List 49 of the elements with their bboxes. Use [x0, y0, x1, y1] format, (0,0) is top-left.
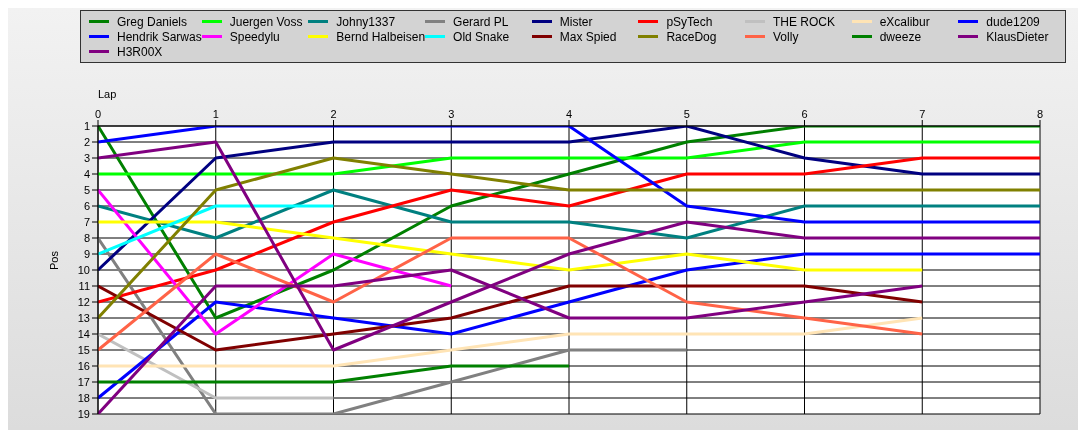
legend-label: dweeze	[879, 29, 922, 44]
legend-label: Volly	[773, 29, 799, 44]
legend-label: Speedylu	[229, 29, 280, 44]
legend-label: Mister	[559, 14, 593, 29]
legend-label: dude1209	[986, 14, 1040, 29]
y-tick-label: 14	[77, 327, 90, 340]
legend-label: Max Spied	[559, 29, 617, 44]
y-tick-label: 7	[83, 215, 90, 228]
y-tick-label: 19	[77, 407, 90, 420]
x-tick-label: 4	[565, 108, 573, 120]
legend-label: Gerard PL	[453, 14, 509, 29]
legend-label: Hendrik Sarwas	[117, 29, 202, 44]
x-axis-title: Lap	[98, 87, 117, 100]
y-tick-label: 18	[77, 391, 90, 404]
y-tick-label: 11	[78, 279, 90, 292]
y-tick-label: 9	[83, 247, 90, 260]
legend-label: Greg Daniels	[117, 14, 188, 29]
y-axis-title: Pos	[47, 250, 60, 270]
y-tick-label: 13	[77, 311, 90, 324]
y-tick-label: 17	[77, 375, 90, 388]
x-tick-label: 7	[919, 108, 926, 120]
y-tick-label: 15	[77, 343, 90, 356]
legend-label: Bernd Halbeisen	[336, 29, 426, 44]
y-tick-label: 10	[77, 263, 90, 276]
legend-label: Juergen Voss	[229, 14, 303, 29]
legend-label: Old Snake	[453, 29, 510, 44]
y-tick-label: 2	[83, 135, 90, 148]
y-tick-label: 5	[83, 183, 90, 196]
legend-label: THE ROCK	[773, 14, 836, 29]
y-tick-label: 6	[83, 199, 90, 212]
y-tick-label: 3	[83, 151, 90, 164]
legend-label: pSyTech	[666, 14, 713, 29]
legend-label: Johny1337	[336, 14, 396, 29]
y-tick-label: 8	[83, 231, 90, 244]
legend-label: KlausDieter	[986, 29, 1049, 44]
y-tick-label: 1	[83, 119, 90, 132]
x-tick-label: 8	[1036, 108, 1044, 120]
y-tick-label: 12	[77, 295, 90, 308]
x-tick-label: 5	[683, 108, 690, 120]
legend-label: eXcalibur	[879, 14, 930, 29]
x-tick-label: 0	[94, 108, 102, 120]
y-tick-label: 16	[77, 359, 90, 372]
x-tick-label: 1	[212, 108, 219, 120]
x-tick-label: 2	[330, 108, 337, 120]
legend-label: RaceDog	[666, 29, 717, 44]
x-tick-label: 6	[801, 108, 808, 120]
legend-label: H3R00X	[117, 44, 163, 59]
x-tick-label: 3	[448, 108, 455, 120]
y-tick-label: 4	[83, 167, 90, 180]
